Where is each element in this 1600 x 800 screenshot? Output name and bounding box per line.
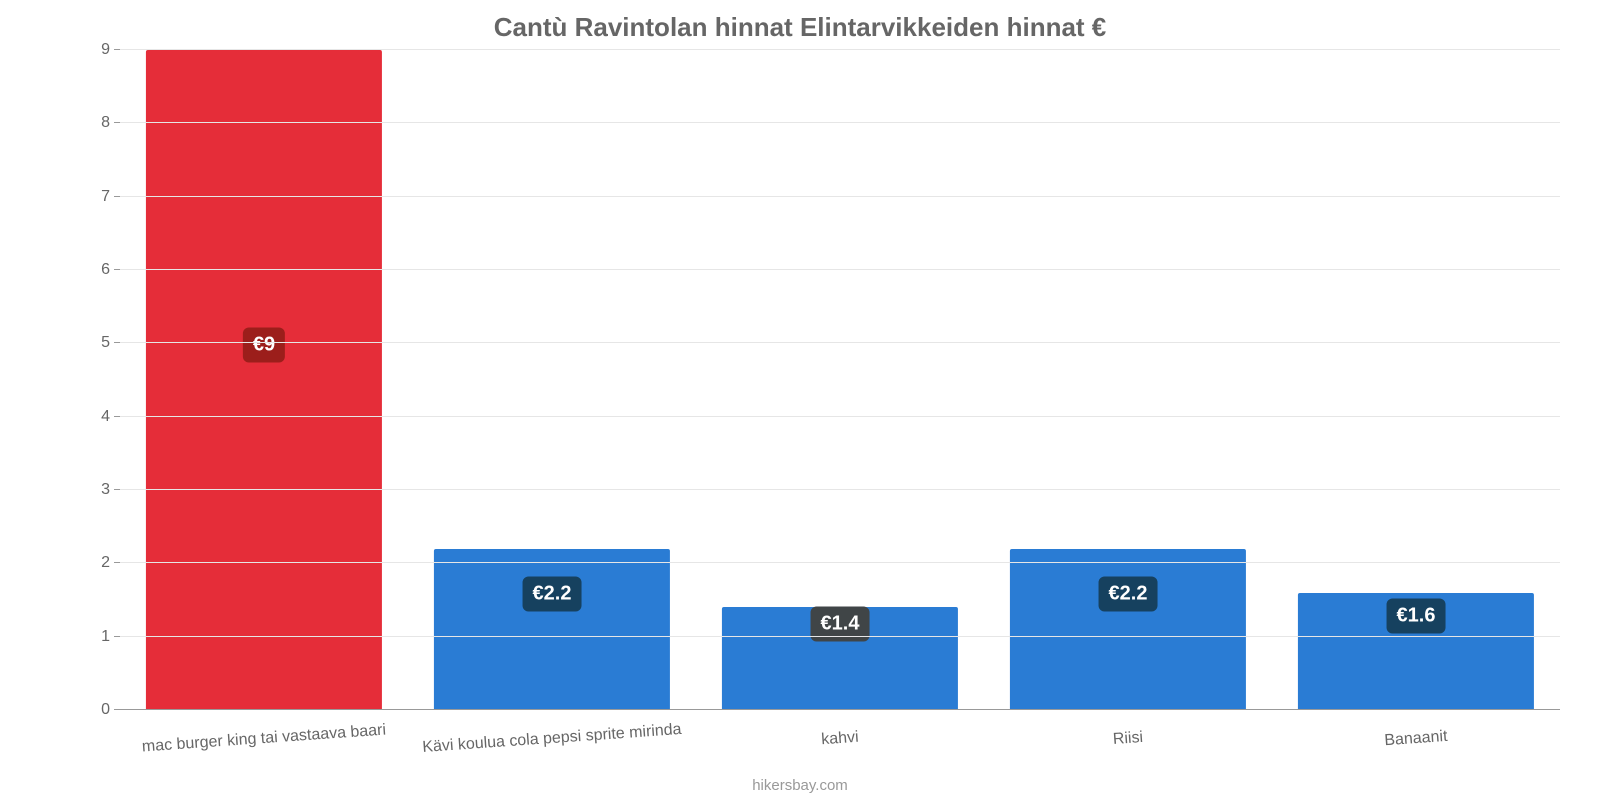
- grid-line: [120, 122, 1560, 123]
- x-axis-label: Banaanit: [1384, 728, 1448, 750]
- bar-slot: €2.2: [984, 50, 1272, 710]
- y-tick-label: 5: [101, 334, 120, 352]
- bar-value-label: €2.2: [1099, 577, 1158, 612]
- bar-slot: €2.2: [408, 50, 696, 710]
- x-label-slot: kahvi: [696, 712, 984, 772]
- bar-value-label: €9: [243, 328, 285, 363]
- bar: [1010, 549, 1246, 710]
- grid-line: [120, 196, 1560, 197]
- x-axis-labels: mac burger king tai vastaava baari Kävi k…: [120, 712, 1560, 772]
- x-label-slot: mac burger king tai vastaava baari: [120, 712, 408, 772]
- grid-line: [120, 489, 1560, 490]
- grid-line: [120, 269, 1560, 270]
- grid-line: [120, 49, 1560, 50]
- x-axis-baseline: [120, 709, 1560, 710]
- chart-title: Cantù Ravintolan hinnat Elintarvikkeiden…: [0, 12, 1600, 43]
- y-tick-label: 4: [101, 408, 120, 426]
- y-tick-label: 7: [101, 188, 120, 206]
- bar-slot: €1.4: [696, 50, 984, 710]
- grid-line: [120, 416, 1560, 417]
- bar-slot: €1.6: [1272, 50, 1560, 710]
- x-axis-label: Kävi koulua cola pepsi sprite mirinda: [422, 721, 682, 757]
- bar-slot: €9: [120, 50, 408, 710]
- price-bar-chart: Cantù Ravintolan hinnat Elintarvikkeiden…: [0, 0, 1600, 800]
- bar: [146, 50, 382, 710]
- y-tick-label: 6: [101, 261, 120, 279]
- bar: [434, 549, 670, 710]
- x-label-slot: Kävi koulua cola pepsi sprite mirinda: [408, 712, 696, 772]
- y-tick-label: 1: [101, 628, 120, 646]
- bars-container: €9 €2.2 €1.4 €2.2 €1.6: [120, 50, 1560, 710]
- bar-value-label: €1.6: [1387, 599, 1446, 634]
- plot-area: €9€2.2€1.4€2.2€1.6 0123456789: [120, 50, 1560, 710]
- grid-line: [120, 342, 1560, 343]
- y-tick-label: 9: [101, 41, 120, 59]
- chart-footer: hikersbay.com: [0, 777, 1600, 794]
- x-label-slot: Riisi: [984, 712, 1272, 772]
- x-axis-label: mac burger king tai vastaava baari: [141, 721, 386, 756]
- y-tick-label: 2: [101, 554, 120, 572]
- y-tick-label: 3: [101, 481, 120, 499]
- x-axis-label: Riisi: [1112, 729, 1143, 749]
- y-tick-label: 0: [101, 701, 120, 719]
- x-label-slot: Banaanit: [1272, 712, 1560, 772]
- bar-value-label: €2.2: [523, 577, 582, 612]
- grid-line: [120, 636, 1560, 637]
- grid-line: [120, 562, 1560, 563]
- x-axis-label: kahvi: [821, 729, 860, 750]
- y-tick-label: 8: [101, 114, 120, 132]
